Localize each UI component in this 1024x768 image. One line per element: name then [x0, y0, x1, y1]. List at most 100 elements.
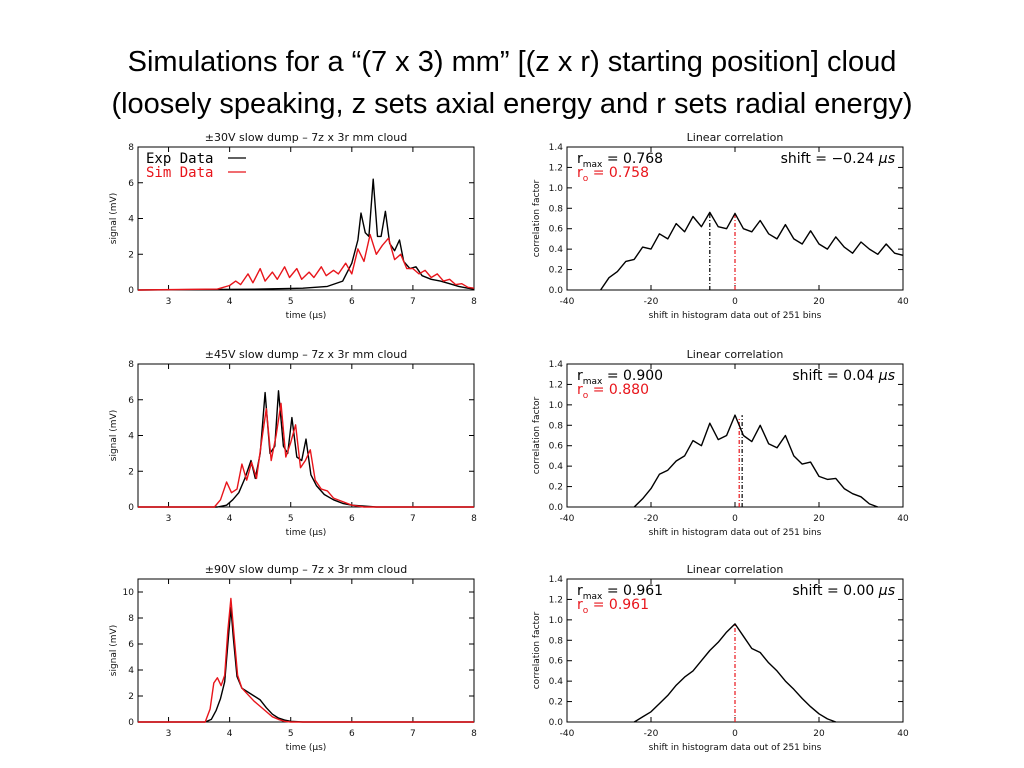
plot-title: ±90V slow dump – 7z x 3r mm cloud	[205, 563, 407, 576]
plot-90v-signal: ±90V slow dump – 7z x 3r mm cloud 3 4 5 6 7 8 0…	[109, 563, 477, 753]
slide-title-line-2: (loosely speaking, z sets axial energy a…	[111, 88, 913, 120]
plot-45v-correlation: Linear correlation -40 -20 0 20 40 0.0 0.2 0.4 0.…	[532, 348, 909, 538]
x-tick-label: 0	[732, 514, 738, 524]
y-axis-label: correlation factor	[532, 179, 542, 257]
plot-frame	[137, 578, 475, 723]
y-tick-label: 0.8	[549, 421, 564, 431]
y-tick-label: 1.4	[549, 360, 564, 370]
series-line-correlation	[633, 623, 837, 723]
series-line-correlation	[633, 414, 879, 508]
plot-title: ±30V slow dump – 7z x 3r mm cloud	[205, 131, 407, 144]
x-tick-label: 6	[349, 514, 355, 524]
y-tick-label: 1.0	[549, 616, 564, 626]
plot-30v-signal: ±30V slow dump – 7z x 3r mm cloud 3 4 5 6 7 8 0…	[109, 131, 477, 321]
y-tick-label: 2	[128, 467, 134, 477]
r-max-annotation: rmax = 0.900	[577, 368, 663, 387]
plot-45v-signal: ±45V slow dump – 7z x 3r mm cloud 3 4 5 6 7 8 0…	[109, 348, 477, 538]
y-tick-label: 4	[128, 432, 134, 442]
x-axis-label: time (µs)	[286, 311, 327, 321]
x-tick-label: 4	[227, 514, 233, 524]
series-line-sim-data	[138, 402, 474, 508]
r-max-annotation: rmax = 0.961	[577, 583, 663, 602]
plot-90v-correlation: Linear correlation -40 -20 0 20 40 0.0 0.2 0.4 0.…	[532, 563, 909, 753]
series-line-correlation	[600, 211, 904, 291]
plot-title: Linear correlation	[687, 563, 784, 576]
x-tick-label: 3	[166, 729, 172, 739]
y-axis-label: signal (mV)	[109, 193, 119, 244]
x-tick-label: 20	[813, 729, 825, 739]
x-tick-label: -20	[644, 514, 659, 524]
y-tick-label: 8	[128, 143, 134, 153]
legend-label: Sim Data	[146, 165, 213, 181]
y-tick-label: 8	[128, 360, 134, 370]
y-tick-label: 0.2	[549, 698, 563, 708]
y-tick-label: 0.4	[549, 245, 564, 255]
x-tick-label: 3	[166, 297, 172, 307]
x-axis-label: shift in histogram data out of 251 bins	[649, 528, 822, 538]
y-tick-label: 6	[128, 640, 134, 650]
y-tick-label: 1.4	[549, 143, 564, 153]
series-line-sim-data	[138, 597, 474, 723]
plot-title: Linear correlation	[687, 348, 784, 361]
y-tick-label: 0.6	[549, 657, 564, 667]
x-tick-label: 0	[732, 729, 738, 739]
y-tick-label: 0.4	[549, 677, 564, 687]
y-tick-label: 0.8	[549, 636, 564, 646]
slide-title-line-1: Simulations for a “(7 x 3) mm” [(z x r) …	[127, 46, 897, 78]
y-axis-label: correlation factor	[532, 396, 542, 474]
shift-annotation: shift = −0.24 µs	[781, 151, 895, 167]
y-axis-label: correlation factor	[532, 611, 542, 689]
x-tick-label: 7	[410, 297, 416, 307]
series-line-exp-data	[138, 606, 474, 723]
x-tick-label: -40	[560, 729, 575, 739]
y-tick-label: 4	[128, 666, 134, 676]
y-tick-label: 8	[128, 614, 134, 624]
y-tick-label: 0	[128, 718, 134, 728]
x-axis-label: shift in histogram data out of 251 bins	[649, 311, 822, 321]
x-tick-label: 7	[410, 514, 416, 524]
y-tick-label: 1.2	[549, 163, 563, 173]
r-o-annotation: ro = 0.880	[577, 382, 649, 401]
legend-label: Exp Data	[146, 151, 213, 167]
plot-frame	[137, 363, 475, 508]
y-tick-label: 0.2	[549, 266, 563, 276]
x-tick-label: 3	[166, 514, 172, 524]
y-tick-label: 0.0	[549, 286, 564, 296]
x-tick-label: -40	[560, 514, 575, 524]
x-tick-label: 40	[897, 297, 909, 307]
y-tick-label: 0.2	[549, 483, 563, 493]
x-tick-label: 20	[813, 297, 825, 307]
y-tick-label: 0.0	[549, 503, 564, 513]
y-tick-label: 0.4	[549, 462, 564, 472]
y-tick-label: 1.0	[549, 401, 564, 411]
x-tick-label: 8	[471, 514, 477, 524]
y-tick-label: 0.0	[549, 718, 564, 728]
y-tick-label: 1.0	[549, 184, 564, 194]
x-axis-label: time (µs)	[286, 743, 327, 753]
x-tick-label: 8	[471, 729, 477, 739]
y-tick-label: 1.2	[549, 595, 563, 605]
plot-title: ±45V slow dump – 7z x 3r mm cloud	[205, 348, 407, 361]
y-tick-label: 2	[128, 250, 134, 260]
x-tick-label: -20	[644, 297, 659, 307]
x-tick-label: 40	[897, 514, 909, 524]
r-o-annotation: ro = 0.961	[577, 597, 649, 616]
series-line-sim-data	[137, 233, 475, 291]
y-tick-label: 0	[128, 286, 134, 296]
y-tick-label: 4	[128, 215, 134, 225]
y-tick-label: 1.4	[549, 575, 564, 585]
r-o-annotation: ro = 0.758	[577, 165, 649, 184]
y-tick-label: 0.8	[549, 204, 564, 214]
x-tick-label: 7	[410, 729, 416, 739]
x-tick-label: 6	[349, 297, 355, 307]
x-tick-label: 8	[471, 297, 477, 307]
x-tick-label: 5	[288, 297, 294, 307]
series-line-exp-data	[138, 390, 474, 508]
y-tick-label: 0.6	[549, 442, 564, 452]
x-tick-label: 4	[227, 297, 233, 307]
x-tick-label: 0	[732, 297, 738, 307]
y-tick-label: 2	[128, 692, 134, 702]
y-tick-label: 0	[128, 503, 134, 513]
x-tick-label: 20	[813, 514, 825, 524]
y-axis-label: signal (mV)	[109, 625, 119, 676]
